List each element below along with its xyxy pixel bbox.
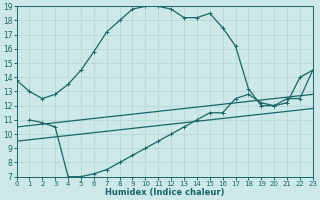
X-axis label: Humidex (Indice chaleur): Humidex (Indice chaleur)	[105, 188, 224, 197]
